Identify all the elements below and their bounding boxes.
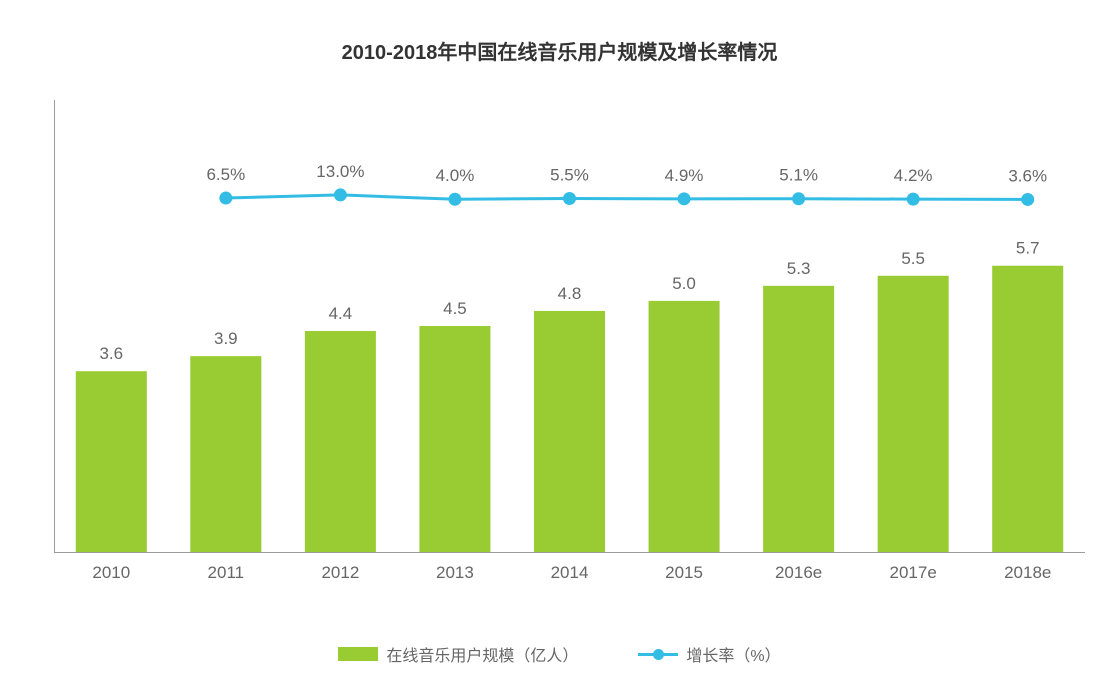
bar-value-label: 3.6	[99, 344, 123, 363]
bar-value-label: 5.5	[901, 249, 925, 268]
bar	[763, 286, 834, 552]
legend-line-swatch	[638, 647, 678, 661]
line-marker	[448, 193, 461, 206]
bar	[992, 266, 1063, 552]
line-value-label: 13.0%	[316, 162, 364, 181]
line-value-label: 3.6%	[1008, 166, 1047, 185]
line-value-label: 4.0%	[436, 166, 475, 185]
x-tick-label: 2012	[321, 563, 359, 582]
bar-value-label: 5.7	[1016, 239, 1040, 258]
line-value-label: 5.5%	[550, 166, 589, 185]
bar-value-label: 3.9	[214, 329, 238, 348]
bar	[649, 301, 720, 552]
bar	[76, 371, 147, 552]
line-marker	[334, 188, 347, 201]
line-value-label: 4.9%	[665, 166, 704, 185]
bar-value-label: 5.3	[787, 259, 811, 278]
bar-value-label: 4.5	[443, 299, 467, 318]
x-tick-label: 2016e	[775, 563, 822, 582]
line-marker	[563, 192, 576, 205]
line-marker	[1021, 193, 1034, 206]
x-tick-label: 2018e	[1004, 563, 1051, 582]
legend-line-dot	[653, 649, 664, 660]
line-marker	[678, 192, 691, 205]
x-tick-label: 2015	[665, 563, 703, 582]
legend-item-bar: 在线音乐用户规模（亿人）	[338, 642, 578, 666]
line-value-label: 4.2%	[894, 166, 933, 185]
legend: 在线音乐用户规模（亿人） 增长率（%）	[0, 642, 1119, 666]
bar	[419, 326, 490, 552]
bar-value-label: 4.8	[558, 284, 582, 303]
x-tick-label: 2011	[208, 563, 245, 582]
line-marker	[219, 192, 232, 205]
chart-title: 2010-2018年中国在线音乐用户规模及增长率情况	[0, 36, 1119, 65]
line-value-label: 5.1%	[779, 166, 818, 185]
chart-area: 3.6 3.9 4.4 4.5 4.8 5.0 5.3 5.5 5.7 2010 2011 2012 2…	[50, 100, 1089, 592]
legend-bar-label: 在线音乐用户规模（亿人）	[386, 642, 578, 666]
x-tick-label: 2010	[92, 563, 130, 582]
legend-item-line: 增长率（%）	[638, 642, 780, 666]
bar-value-label: 5.0	[672, 274, 696, 293]
legend-line-label: 增长率（%）	[686, 642, 780, 666]
bar	[305, 331, 376, 552]
line-marker	[792, 192, 805, 205]
line-marker	[907, 193, 920, 206]
x-tick-label: 2014	[551, 563, 589, 582]
x-tick-label: 2017e	[890, 563, 937, 582]
line-value-label: 6.5%	[206, 165, 245, 184]
bar	[878, 276, 949, 552]
x-tick-label: 2013	[436, 563, 474, 582]
bar-value-label: 4.4	[329, 304, 353, 323]
bar	[534, 311, 605, 552]
bar	[190, 356, 261, 552]
legend-bar-swatch	[338, 647, 378, 661]
chart-svg: 3.6 3.9 4.4 4.5 4.8 5.0 5.3 5.5 5.7 2010 2011 2012 2…	[50, 100, 1089, 592]
